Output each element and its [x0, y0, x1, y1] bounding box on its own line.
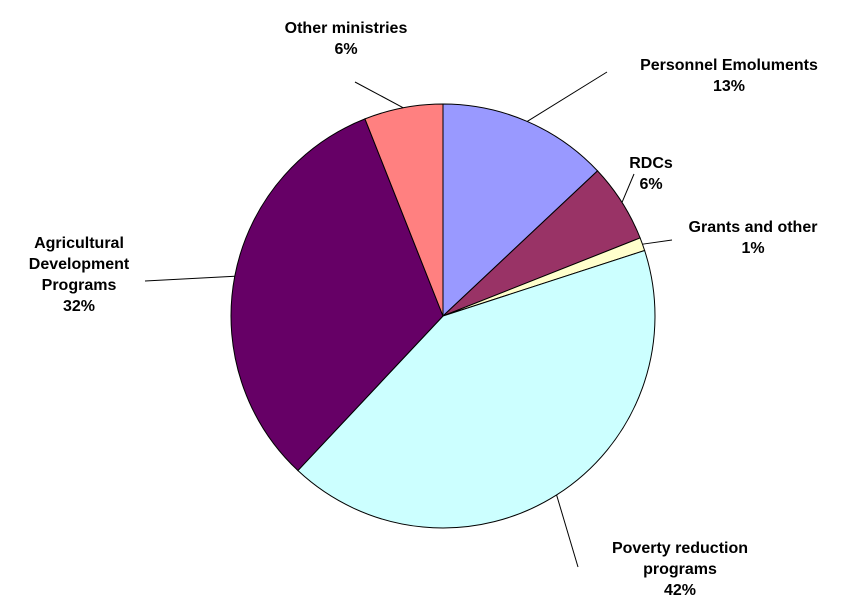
- leader-line: [642, 239, 673, 245]
- data-label-category: Other ministries: [285, 20, 408, 37]
- data-label-category: Agricultural: [34, 235, 124, 252]
- pie-slice-personnel-emoluments: [442, 103, 599, 318]
- data-label-category: programs: [643, 561, 717, 578]
- leader-line: [556, 494, 579, 568]
- data-label-value: 42%: [664, 582, 696, 599]
- leader-line: [144, 275, 235, 282]
- pie-slice-other-ministries: [364, 103, 444, 317]
- data-label-category: Development: [29, 256, 130, 273]
- data-label-category: Grants and other: [689, 219, 818, 236]
- data-label: Personnel Emoluments 13%: [640, 57, 818, 95]
- data-labels: Personnel Emoluments 13% RDCs 6% Grants and …: [29, 20, 818, 599]
- leader-line: [354, 81, 404, 109]
- leader-lines: [144, 71, 673, 568]
- data-label-value: 13%: [713, 78, 745, 95]
- data-label-value: 6%: [334, 41, 357, 58]
- data-label-category: Programs: [42, 277, 117, 294]
- data-label: Grants and other 1%: [689, 219, 818, 257]
- leader-line: [621, 173, 635, 203]
- leader-line: [526, 71, 608, 122]
- data-label-category: Personnel Emoluments: [640, 57, 818, 74]
- data-label: Other ministries 6%: [285, 20, 408, 58]
- pie-slice-agricultural-development-programs: [230, 118, 444, 472]
- data-label: Poverty reduction programs 42%: [612, 540, 748, 599]
- pie-slices: [230, 103, 656, 529]
- data-label-category: RDCs: [629, 155, 673, 172]
- data-label: Agricultural Development Programs 32%: [29, 235, 130, 315]
- data-label-value: 32%: [63, 298, 95, 315]
- data-label-value: 6%: [639, 176, 662, 193]
- data-label: RDCs 6%: [629, 155, 673, 193]
- data-label-value: 1%: [741, 240, 764, 257]
- data-label-category: Poverty reduction: [612, 540, 748, 557]
- pie-slice-poverty-reduction-programs: [297, 249, 656, 529]
